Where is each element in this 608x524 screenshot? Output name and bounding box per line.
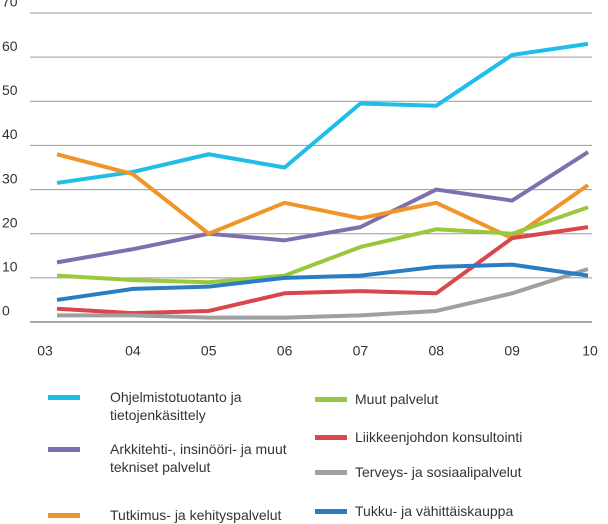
series-line <box>57 267 589 320</box>
y-tick-label: 0 <box>2 303 10 319</box>
x-tick-label: 05 <box>201 343 217 359</box>
legend-swatch <box>315 509 347 514</box>
series-line <box>56 262 589 302</box>
y-tick-label: 40 <box>2 126 18 142</box>
legend-swatch <box>315 397 347 402</box>
x-tick-label: 03 <box>37 343 53 359</box>
legend-label: Ohjelmistotuotanto ja tietojenkäsittely <box>110 389 242 423</box>
legend-swatch <box>315 470 347 475</box>
legend-swatch <box>315 435 347 440</box>
y-tick-label: 30 <box>2 170 18 186</box>
legend-label: Arkkitehti-, insinööri- ja muut tekniset… <box>110 441 287 475</box>
chart: 0 10 20 30 40 50 60 70 03 04 05 06 07 08 09 10 <box>2 0 598 359</box>
series-line <box>56 205 589 285</box>
x-tick-label: 09 <box>504 343 520 359</box>
legend-label: Terveys- ja sosiaalipalvelut <box>355 464 522 480</box>
legend-swatch <box>48 395 80 400</box>
series-line <box>56 150 590 265</box>
y-tick-label: 50 <box>2 82 18 98</box>
y-tick-label: 70 <box>2 0 18 10</box>
x-tick-label: 04 <box>125 343 141 359</box>
legend-label: Liikkeenjohdon konsultointi <box>355 429 523 445</box>
series-line <box>56 152 590 241</box>
series-line <box>56 41 589 185</box>
legend-swatch <box>48 447 80 452</box>
y-tick-label: 10 <box>2 259 18 275</box>
y-tick-label: 20 <box>2 214 18 230</box>
y-tick-label: 60 <box>2 38 18 54</box>
legend-swatch <box>48 513 80 518</box>
x-tick-label: 07 <box>353 343 369 359</box>
x-tick-label: 06 <box>277 343 293 359</box>
x-tick-label: 10 <box>582 343 598 359</box>
legend-label: Muut palvelut <box>355 391 439 407</box>
x-tick-label: 08 <box>428 343 444 359</box>
legend-label: Tukku- ja vähittäiskauppa <box>355 503 514 519</box>
legend-label: Tutkimus- ja kehityspalvelut <box>110 507 282 523</box>
series-line <box>56 225 589 316</box>
